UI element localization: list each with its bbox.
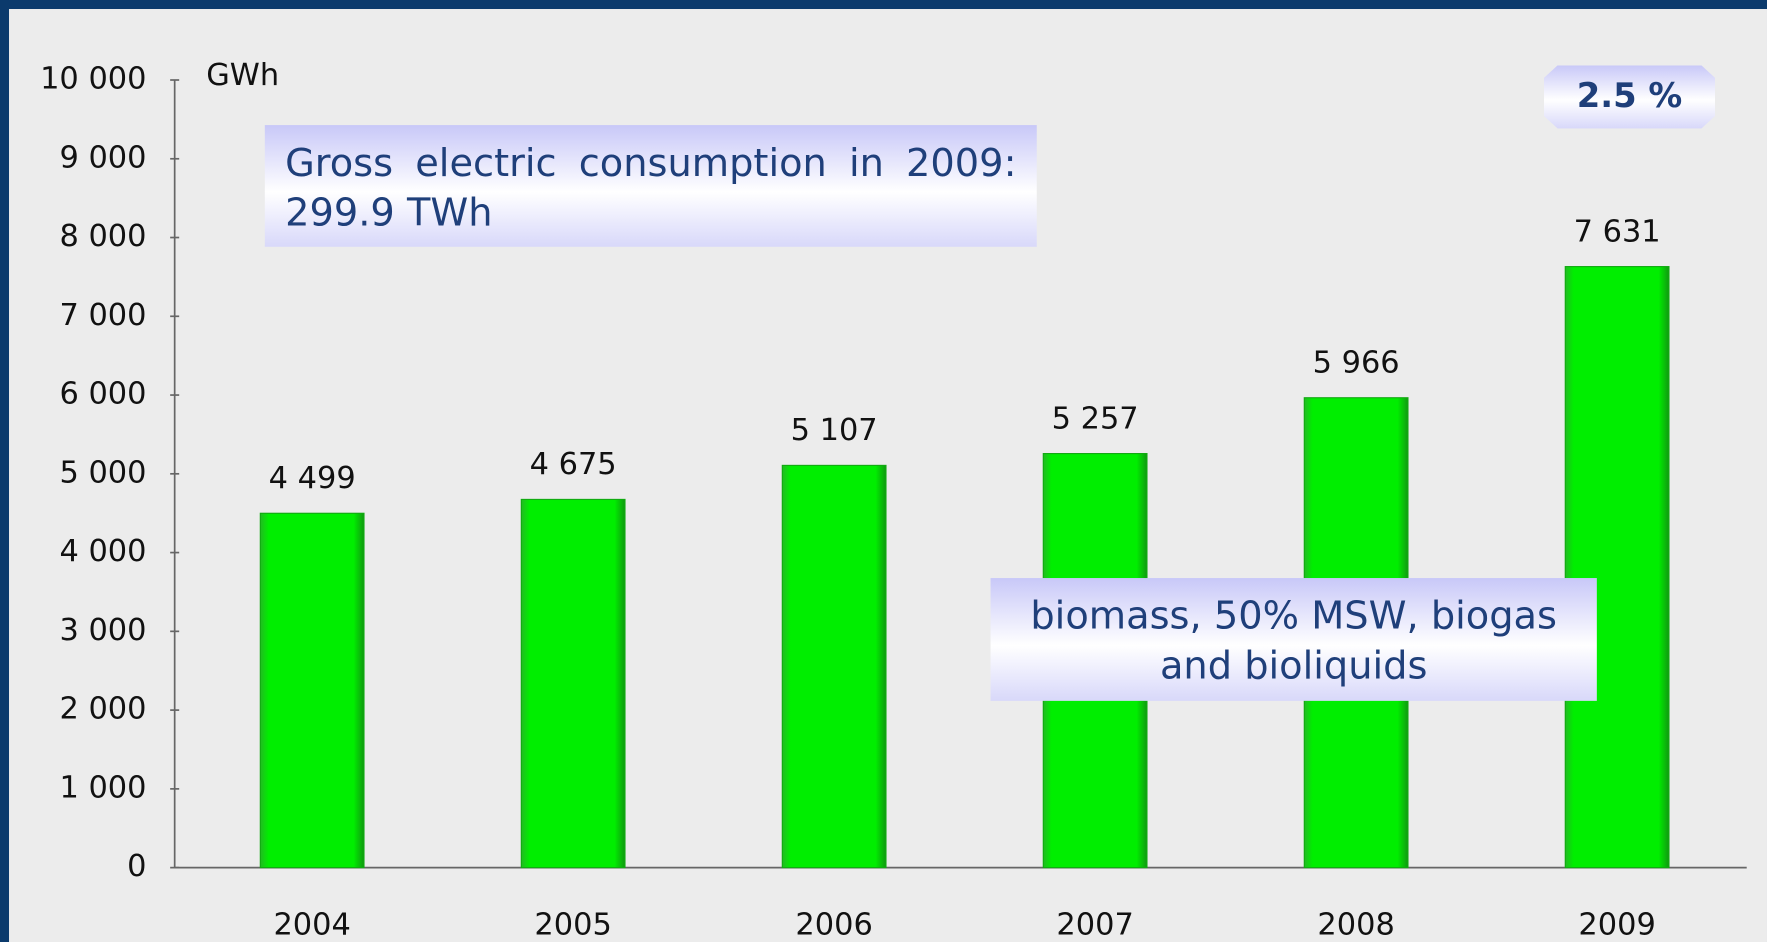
y-tick-label: 1 000 [59, 770, 146, 805]
x-tick-label: 2008 [1317, 908, 1394, 942]
share-badge: 2.5 % [1543, 65, 1716, 129]
data-label: 7 631 [1574, 214, 1661, 249]
y-tick-label: 6 000 [59, 377, 146, 412]
y-tick-label: 4 000 [59, 534, 146, 569]
x-tick-label: 2007 [1056, 908, 1133, 942]
y-tick-label: 9 000 [59, 140, 146, 175]
bar [1564, 266, 1670, 869]
x-tick-label: 2006 [795, 908, 872, 942]
bar [520, 498, 626, 869]
bar [259, 512, 365, 869]
y-tick-label: 5 000 [59, 455, 146, 490]
y-tick-label: 8 000 [59, 219, 146, 254]
bar [781, 464, 887, 869]
consumption-note: Gross electric consumption in 2009: 299.… [264, 125, 1037, 247]
x-tick-label: 2009 [1578, 908, 1655, 942]
data-label: 5 107 [791, 413, 878, 448]
data-label: 5 257 [1052, 401, 1139, 436]
source-note: biomass, 50% MSW, biogas and bioliquids [990, 578, 1597, 701]
y-tick-label: 3 000 [59, 613, 146, 648]
x-tick-label: 2004 [273, 908, 350, 942]
y-tick-label: 7 000 [59, 298, 146, 333]
y-tick-label: 2 000 [59, 692, 146, 727]
x-tick-label: 2005 [534, 908, 611, 942]
y-tick-label: 10 000 [40, 62, 146, 97]
y-axis-label: GWh [206, 58, 279, 93]
y-tick-label: 0 [127, 849, 146, 884]
data-label: 4 499 [269, 461, 356, 496]
data-label: 5 966 [1313, 345, 1400, 380]
data-label: 4 675 [530, 447, 617, 482]
